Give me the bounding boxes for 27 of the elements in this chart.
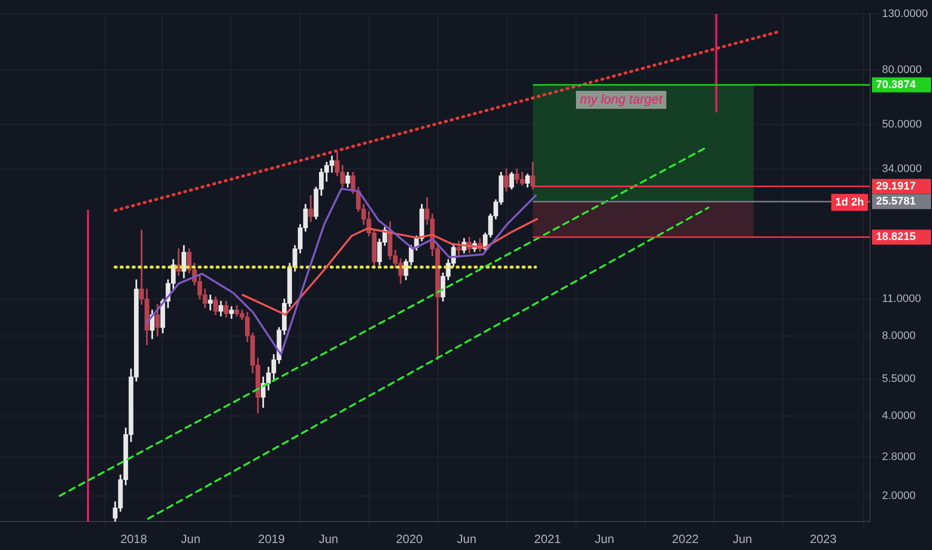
x-tick-label: Jun bbox=[318, 532, 338, 546]
ref-line-label: 25.5781 bbox=[876, 196, 916, 208]
x-tick-label: 2021 bbox=[534, 532, 562, 546]
y-tick-label: 130.0000 bbox=[882, 8, 928, 20]
y-tick-label: 34.0000 bbox=[882, 162, 922, 175]
ref-line-label: 29.1917 bbox=[876, 180, 916, 192]
x-tick-label: Jun bbox=[457, 532, 476, 546]
x-tick-label: 2018 bbox=[120, 532, 148, 546]
ref-line-label: 18.8215 bbox=[876, 231, 916, 244]
y-tick-label: 5.5000 bbox=[882, 373, 916, 386]
x-tick-label: Jun bbox=[732, 532, 752, 546]
y-tick-label: 2.8000 bbox=[882, 451, 916, 464]
y-tick-label: 8.0000 bbox=[882, 330, 916, 342]
y-tick-label: 4.0000 bbox=[882, 410, 916, 422]
x-tick-label: Jun bbox=[181, 532, 200, 546]
y-tick-label: 80.0000 bbox=[882, 64, 922, 76]
x-tick-label: Jun bbox=[594, 532, 614, 546]
y-tick-label: 2.0000 bbox=[882, 490, 916, 502]
x-tick-label: 2022 bbox=[672, 532, 700, 546]
x-tick-label: 2019 bbox=[258, 532, 286, 546]
annotation: my long target bbox=[580, 91, 664, 106]
y-tick-label: 11.0000 bbox=[882, 293, 921, 306]
annotation: 1d 2h bbox=[835, 196, 864, 208]
y-tick-label: 50.0000 bbox=[882, 118, 922, 130]
x-tick-label: 2023 bbox=[810, 532, 837, 546]
x-tick-label: 2020 bbox=[396, 532, 423, 546]
ref-line-label: 70.3874 bbox=[876, 78, 917, 91]
